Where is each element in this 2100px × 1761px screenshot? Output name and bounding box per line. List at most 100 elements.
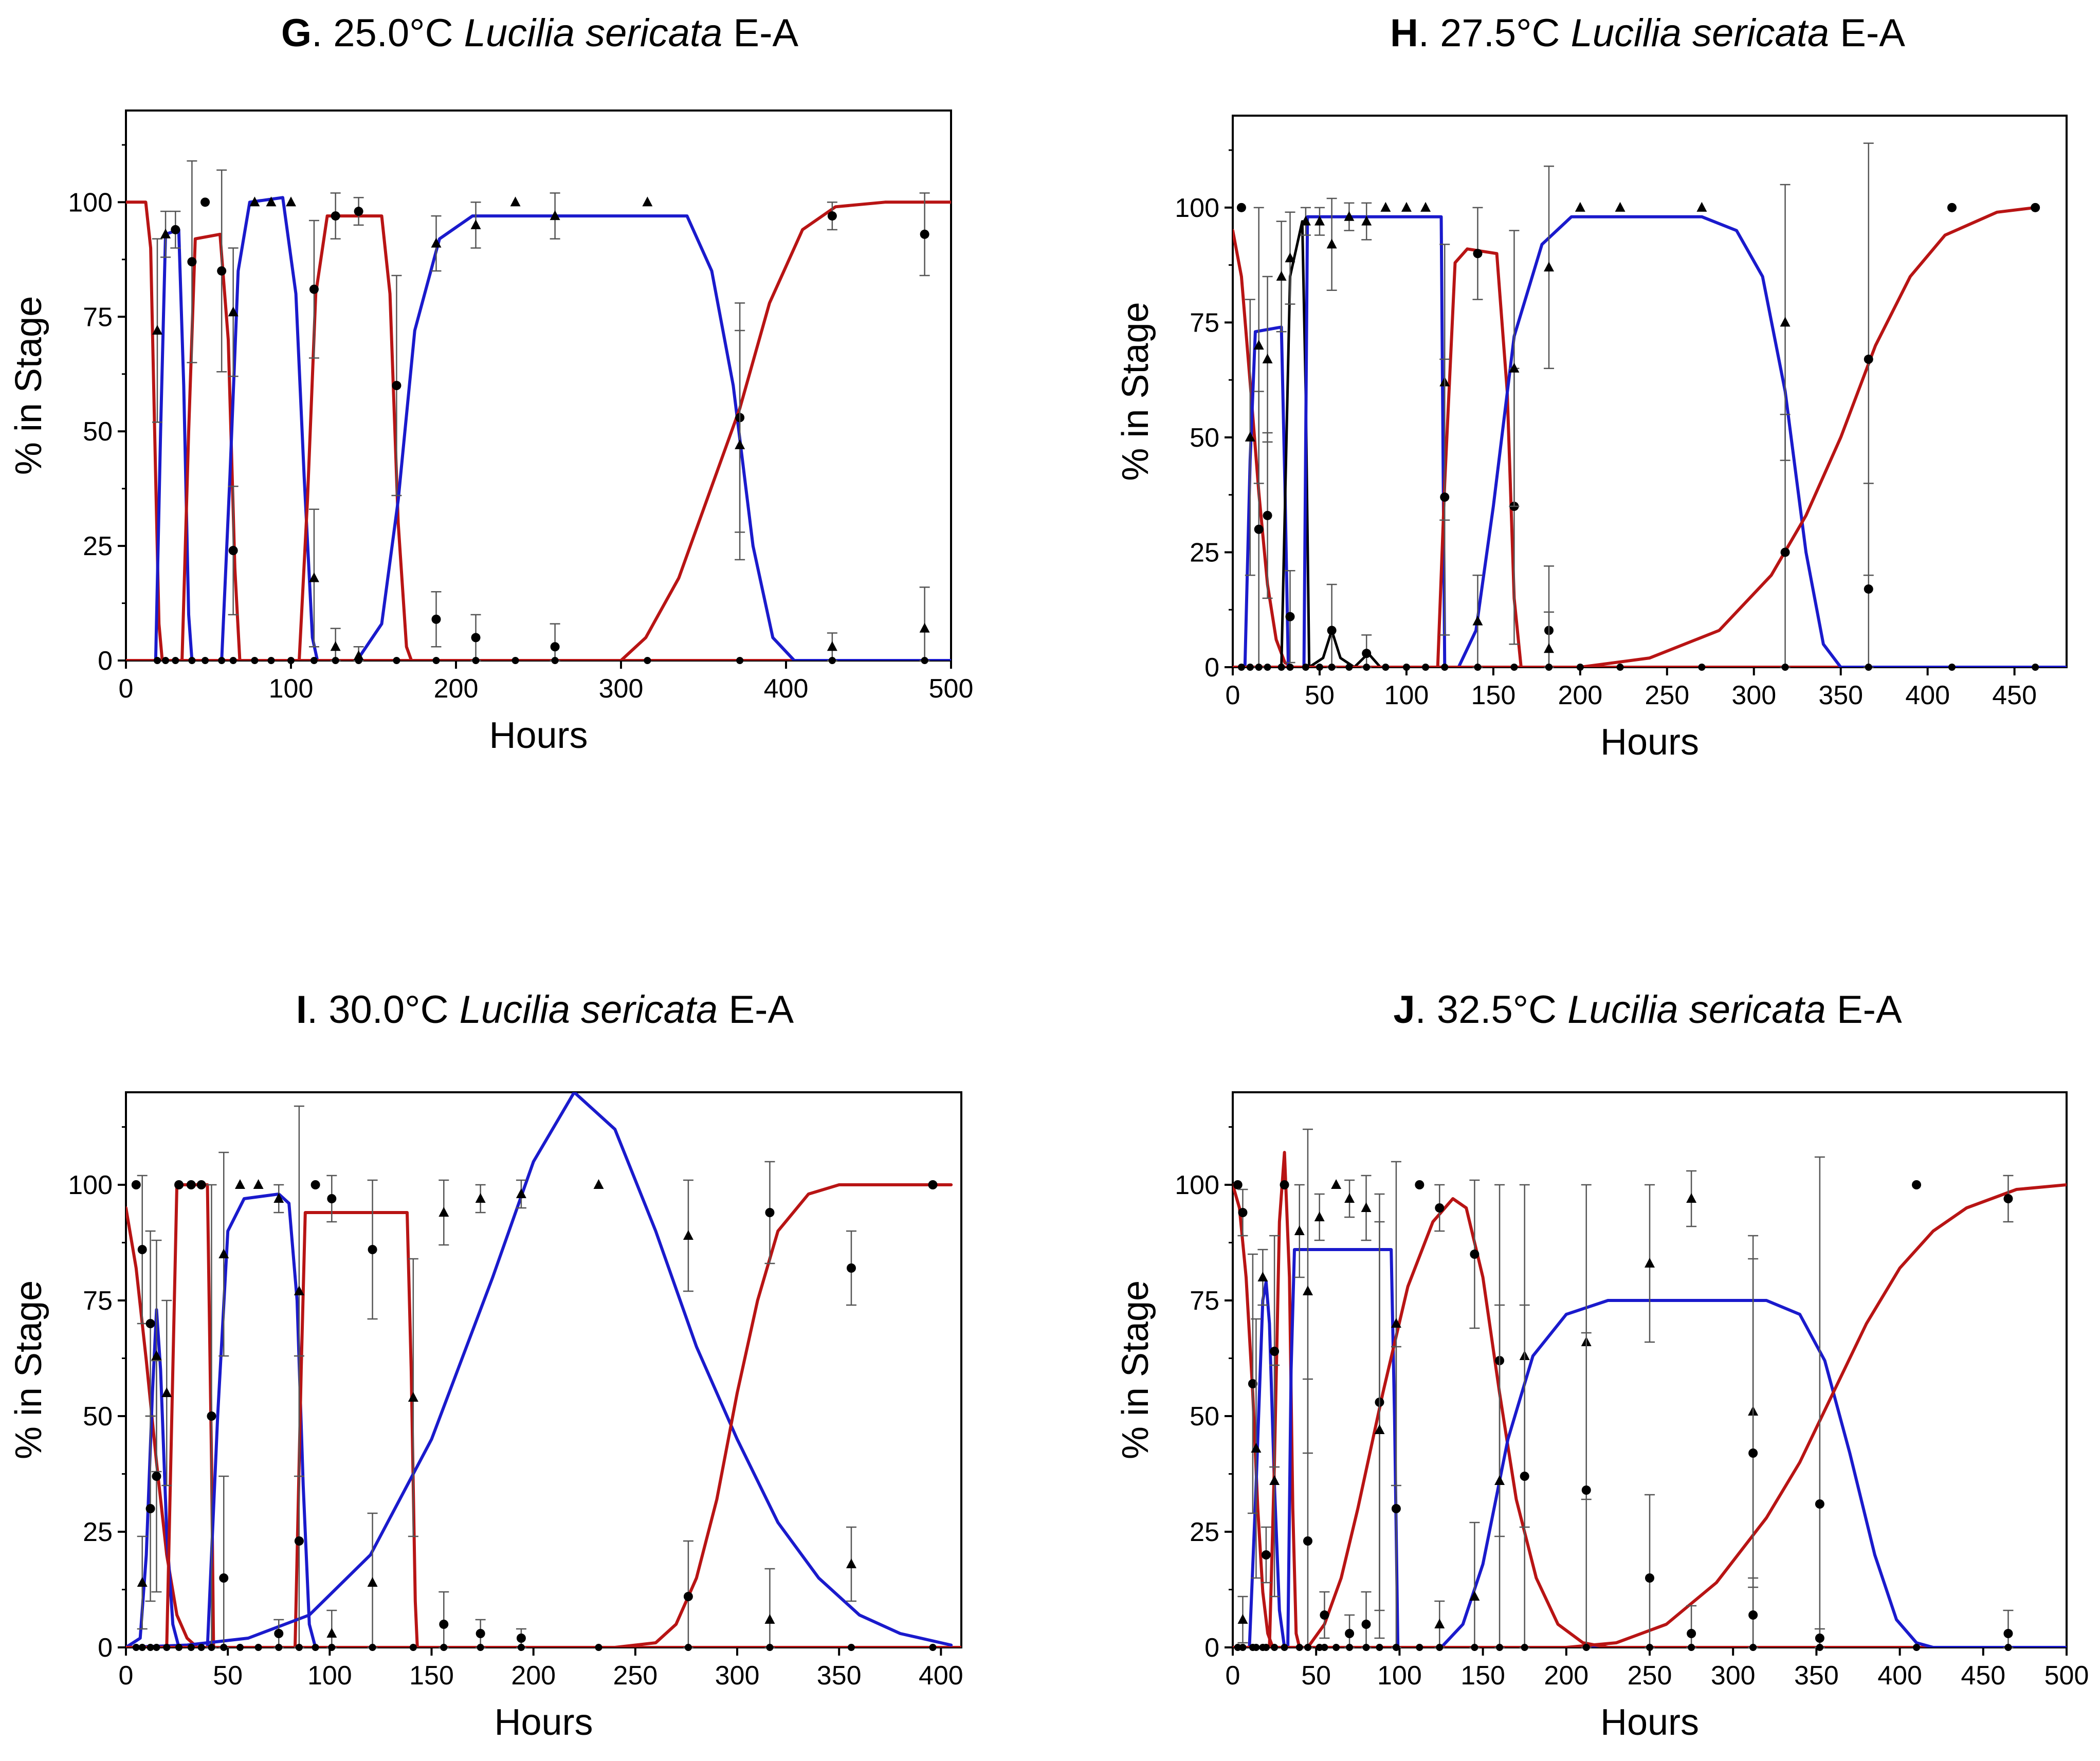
data-point-zero	[332, 657, 339, 664]
data-point-zero	[369, 1644, 376, 1651]
data-point-circle	[1233, 1180, 1243, 1189]
data-point-zero	[1237, 664, 1245, 671]
data-point-zero	[1252, 1644, 1260, 1651]
data-point-triangle	[919, 622, 930, 633]
data-point-triangle	[1420, 201, 1431, 212]
data-point-zero	[1646, 1644, 1653, 1651]
panel-title: H. 27.5°C Lucilia sericata E-A	[1390, 11, 1905, 55]
series-line-first-instar	[126, 228, 951, 661]
data-point-circle	[1473, 249, 1483, 259]
data-point-zero	[1302, 664, 1309, 671]
data-point-circle	[439, 1620, 449, 1629]
data-point-zero	[1441, 664, 1449, 671]
data-point-triangle	[1285, 252, 1295, 263]
data-point-zero	[1416, 1644, 1423, 1651]
x-tick-label: 300	[715, 1661, 760, 1691]
data-point-circle	[207, 1411, 216, 1421]
data-point-zero	[267, 657, 275, 664]
data-point-zero	[1496, 1644, 1504, 1651]
data-point-triangle	[160, 228, 171, 239]
data-point-zero	[1402, 664, 1410, 671]
data-point-zero	[1332, 1644, 1340, 1651]
title-suffix: E-A	[1826, 988, 1902, 1032]
series-line-third-instar-feeding	[126, 1193, 961, 1647]
data-point-zero	[295, 1644, 303, 1651]
data-point-zero	[138, 1644, 146, 1651]
panel-letter: G	[281, 11, 312, 55]
title-species: Lucilia sericata	[1571, 11, 1829, 55]
y-tick-label: 50	[83, 417, 113, 447]
data-point-zero	[1382, 664, 1390, 671]
series-line-third-instar-feeding	[1233, 215, 2067, 667]
data-point-triangle	[1314, 215, 1325, 226]
series-line-pupa	[126, 1092, 953, 1647]
data-point-triangle	[593, 1179, 604, 1189]
data-point-triangle	[1434, 1619, 1445, 1628]
data-point-circle	[131, 1180, 141, 1189]
data-point-triangle	[367, 1577, 378, 1587]
data-point-circle	[1748, 1610, 1758, 1620]
data-point-circle	[928, 1180, 938, 1189]
data-point-triangle	[1300, 215, 1311, 226]
data-point-circle	[187, 257, 197, 267]
data-point-triangle	[1344, 211, 1355, 221]
data-point-circle	[145, 1504, 155, 1513]
data-point-triangle	[273, 1193, 284, 1203]
x-tick-label: 400	[919, 1661, 963, 1691]
x-tick-label: 400	[1905, 681, 1950, 710]
data-point-triangle	[1494, 1475, 1505, 1485]
x-tick-label: 450	[1992, 681, 2037, 710]
data-point-circle	[1345, 1629, 1355, 1638]
data-point-triangle	[1401, 201, 1412, 212]
data-point-circle	[1748, 1448, 1758, 1458]
data-point-triangle	[1361, 1202, 1372, 1212]
data-point-triangle	[161, 1387, 172, 1397]
data-point-zero	[1422, 664, 1430, 671]
title-suffix: E-A	[1829, 11, 1905, 55]
y-tick-label: 0	[1204, 1633, 1219, 1663]
y-axis-label: % in Stage	[1115, 1280, 1156, 1459]
data-point-circle	[1270, 1347, 1280, 1356]
title-suffix: E-A	[722, 11, 798, 55]
data-point-triangle	[827, 641, 837, 651]
x-tick-label: 50	[213, 1661, 243, 1691]
data-point-triangle	[266, 196, 277, 207]
y-tick-label: 50	[1190, 1402, 1219, 1432]
x-tick-label: 100	[307, 1661, 352, 1691]
data-point-triangle	[330, 641, 341, 651]
data-point-triangle	[1374, 1424, 1385, 1434]
data-point-triangle	[1245, 431, 1255, 442]
data-point-zero	[1616, 664, 1624, 671]
data-point-triangle	[431, 237, 442, 248]
data-point-zero	[328, 1644, 336, 1651]
data-point-zero	[147, 1644, 154, 1651]
y-tick-label: 0	[1204, 653, 1219, 683]
series-line-first-instar	[126, 1308, 961, 1647]
data-point-zero	[1474, 664, 1482, 671]
data-point-zero	[1346, 1644, 1354, 1651]
data-point-triangle	[1615, 201, 1626, 212]
panel-title: I. 30.0°C Lucilia sericata E-A	[296, 988, 794, 1032]
data-point-triangle	[1257, 1272, 1268, 1281]
y-tick-label: 25	[83, 1517, 113, 1547]
data-point-zero	[409, 1644, 417, 1651]
data-point-zero	[929, 1644, 937, 1651]
marker-group	[1236, 142, 2040, 671]
x-tick-label: 500	[2044, 1661, 2089, 1691]
data-point-triangle	[1262, 353, 1273, 363]
data-point-circle	[431, 614, 441, 624]
data-point-zero	[1255, 664, 1263, 671]
series-line-third-instar-post-feeding	[126, 1211, 961, 1647]
data-point-zero	[1363, 664, 1371, 671]
data-point-circle	[1280, 1180, 1289, 1189]
data-point-zero	[1316, 664, 1323, 671]
data-point-circle	[1254, 524, 1264, 534]
data-point-circle	[1440, 492, 1450, 502]
panel-letter: H	[1390, 11, 1418, 55]
data-point-triangle	[475, 1193, 486, 1203]
data-point-zero	[1304, 1644, 1311, 1651]
x-tick-label: 300	[1731, 681, 1776, 710]
data-point-circle	[827, 211, 837, 221]
data-point-zero	[1521, 1644, 1528, 1651]
data-point-zero	[1913, 1644, 1921, 1651]
